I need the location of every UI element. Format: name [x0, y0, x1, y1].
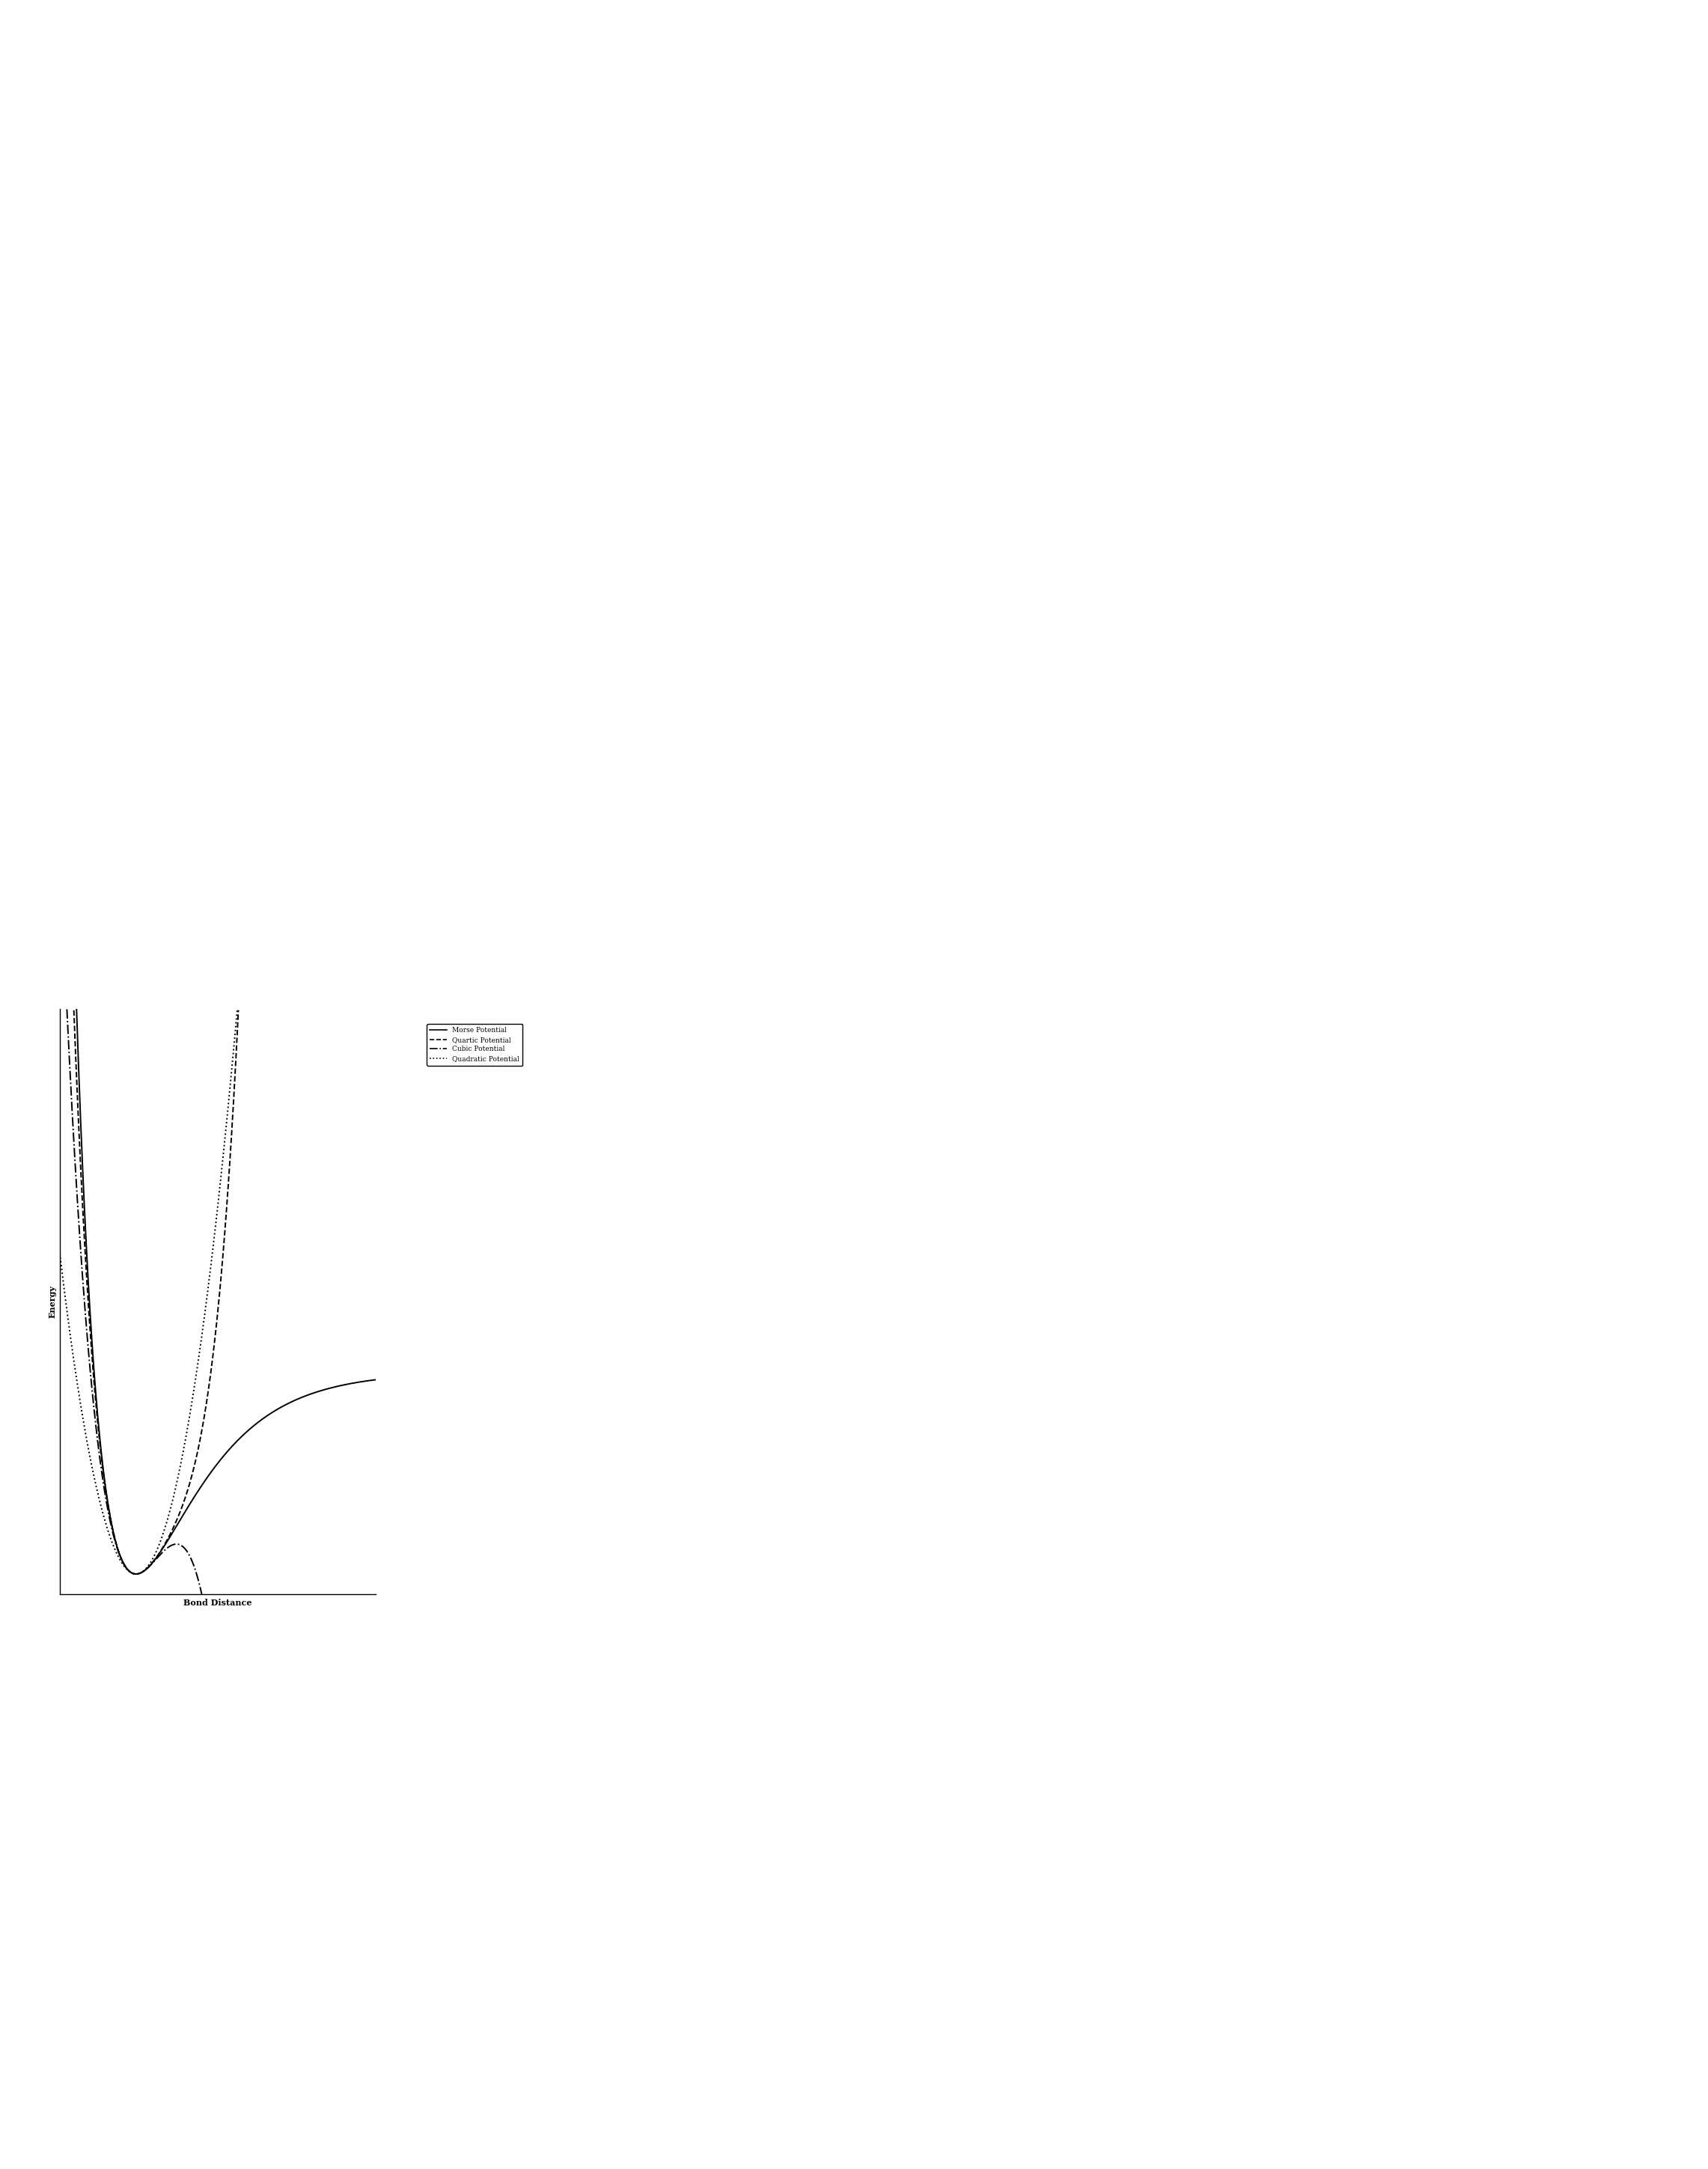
X-axis label: Bond Distance: Bond Distance [183, 1599, 253, 1607]
Legend: Morse Potential, Quartic Potential, Cubic Potential, Quadratic Potential: Morse Potential, Quartic Potential, Cubi… [427, 1024, 523, 1065]
Y-axis label: Energy: Energy [48, 1284, 56, 1319]
